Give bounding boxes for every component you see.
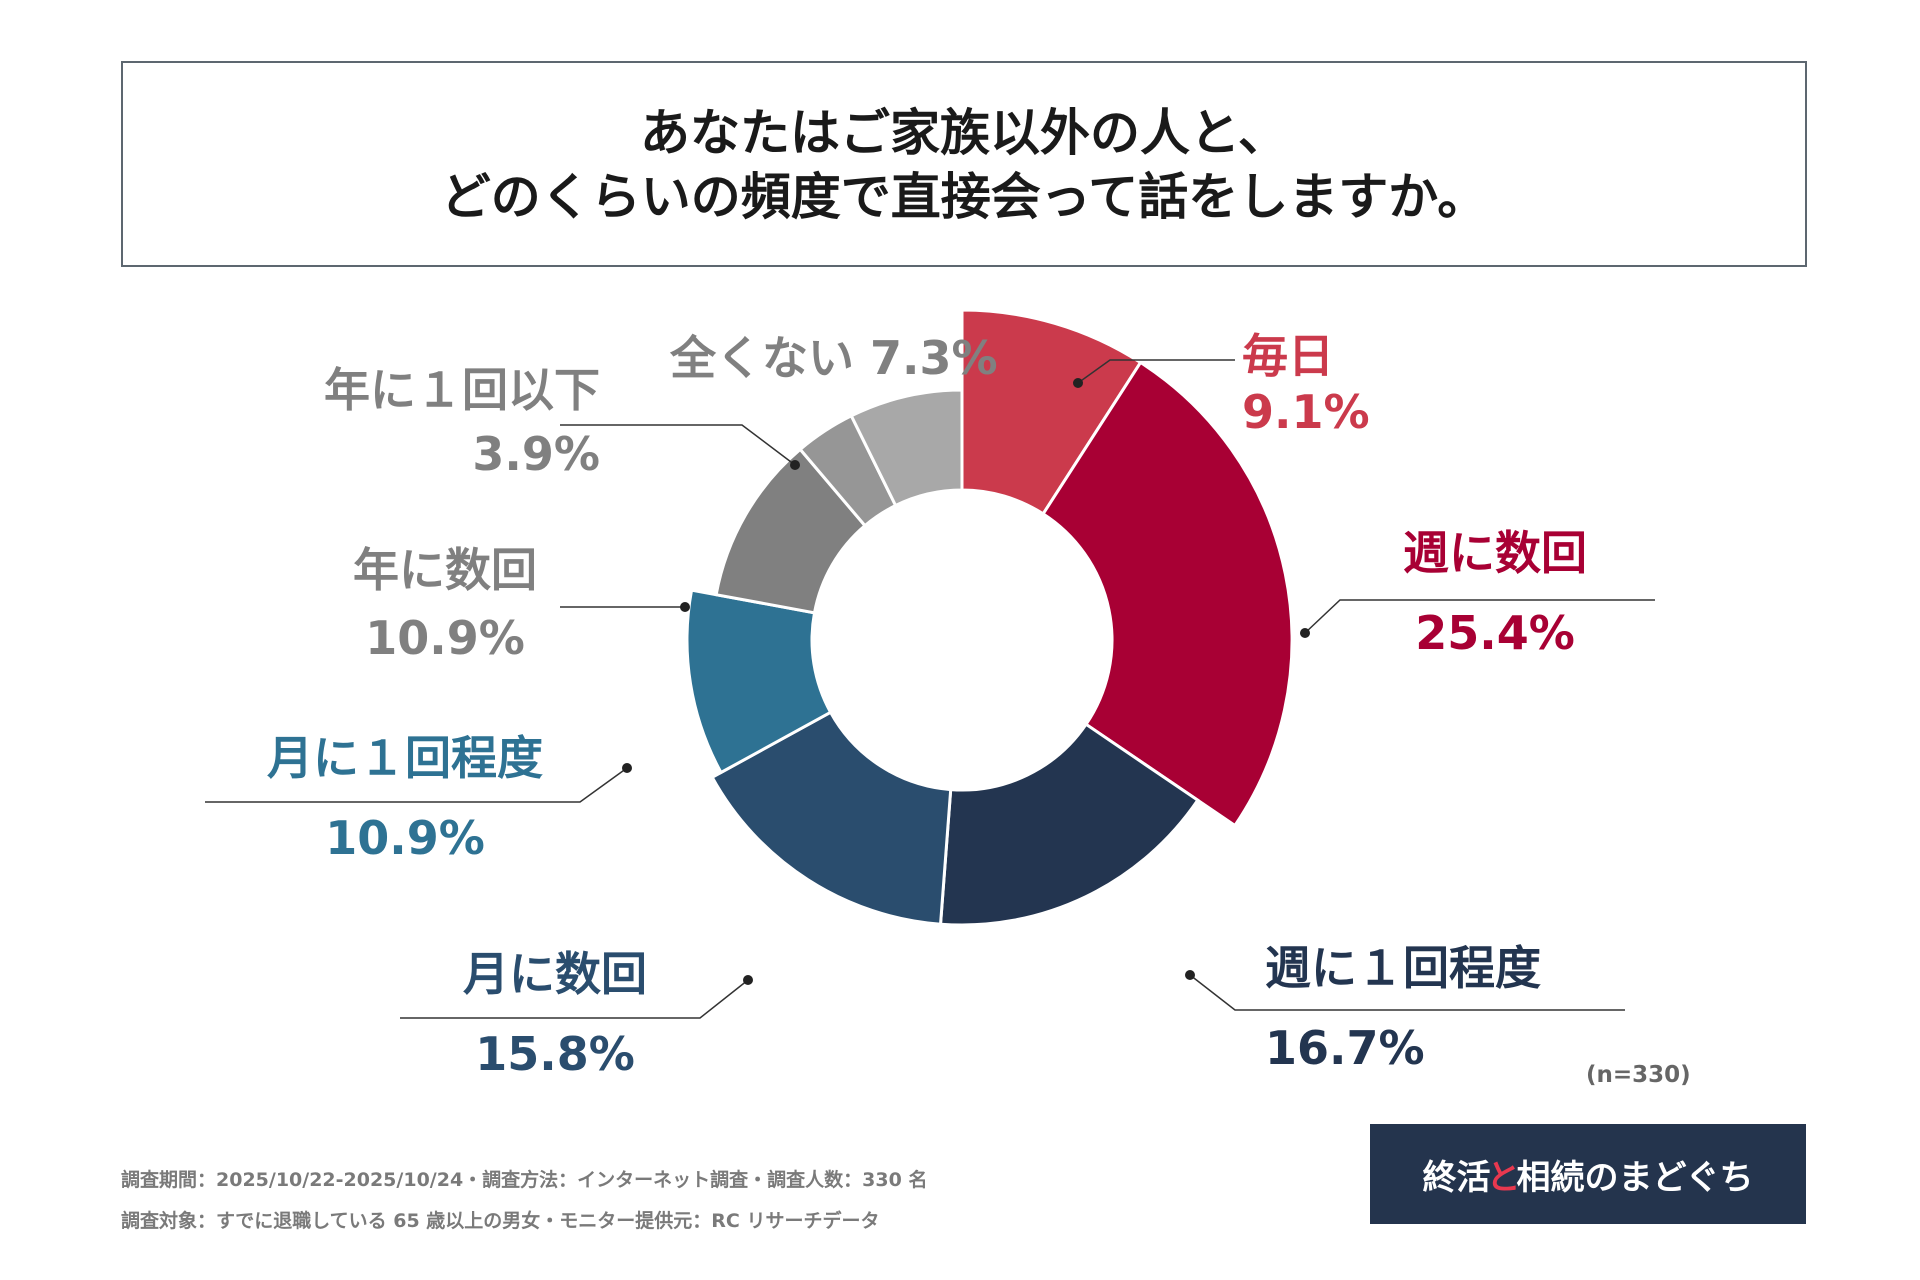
label-tsuki-suukai-name: 月に数回 (463, 947, 647, 1001)
logo-text-2: と (1486, 1157, 1521, 1198)
label-mainichi-value: 9.1% (1242, 385, 1370, 439)
leader-dot-2 (1300, 628, 1310, 638)
leader-dot-7 (790, 460, 800, 470)
leader-dot-1 (1073, 378, 1083, 388)
leader-dot-3 (1185, 970, 1195, 980)
leader-line-2 (1304, 599, 1655, 634)
leader-dot-4 (743, 975, 753, 985)
label-tsuki-ikkai-name: 月に１回程度 (267, 731, 543, 785)
logo-text-3: 相続のまどぐち (1516, 1157, 1754, 1198)
survey-footnote-1: 調査期間：2025/10/22-2025/10/24・調査方法：インターネット調… (121, 1169, 928, 1191)
leader-dot-5 (622, 763, 632, 773)
leader-line-1 (1077, 359, 1235, 384)
label-tsuki-ikkai-value: 10.9% (325, 811, 485, 865)
survey-footnote-2: 調査対象：すでに退職している 65 歳以上の男女・モニター提供元：RC リサーチ… (121, 1210, 880, 1232)
leader-line-4 (400, 979, 749, 1019)
donut-slice-3 (938, 722, 1200, 927)
chart-title-line-2: どのくらいの頻度で直接会って話をしますか。 (440, 168, 1488, 226)
label-mainichi-name: 毎日 (1242, 329, 1334, 383)
label-tsuki-ikkai: 月に１回程度 10.9% (225, 730, 585, 866)
label-mattaku-value: 7.3% (870, 331, 998, 385)
leader-dot-6 (680, 602, 690, 612)
donut-slice-5 (685, 588, 833, 775)
label-nen-ikkai-value: 3.9% (472, 427, 600, 481)
leader-line-3 (1189, 974, 1625, 1011)
label-tsuki-suukai: 月に数回 15.8% (440, 946, 670, 1082)
label-tsuki-suukai-value: 15.8% (475, 1027, 635, 1081)
brand-logo: 終活と相続のまどぐち (1370, 1124, 1806, 1224)
sample-size-note: (n=330) (1586, 1062, 1691, 1088)
leader-line-5 (205, 767, 628, 803)
donut-slice-8 (849, 388, 964, 508)
label-shuu-suukai-value: 25.4% (1415, 606, 1575, 660)
donut-slice-4 (710, 710, 953, 926)
label-nen-suukai-name: 年に数回 (353, 543, 537, 597)
title-box: あなたはご家族以外の人と、 どのくらいの頻度で直接会って話をしますか。 (121, 61, 1807, 267)
donut-slice-2 (1041, 360, 1294, 828)
label-mattaku: 全くない 7.3% (670, 330, 998, 386)
label-nen-suukai: 年に数回 10.9% (330, 542, 560, 666)
label-shuu-ikkai: 週に１回程度 16.7% (1265, 940, 1541, 1076)
label-mattaku-name: 全くない (670, 331, 854, 385)
logo-text-1: 終活 (1422, 1157, 1491, 1198)
label-shuu-suukai: 週に数回 25.4% (1385, 525, 1605, 661)
label-nen-ikkai: 年に１回以下 3.9% (260, 362, 600, 482)
label-shuu-ikkai-value: 16.7% (1265, 1021, 1425, 1075)
label-nen-ikkai-name: 年に１回以下 (324, 363, 600, 417)
chart-title-line-1: あなたはご家族以外の人と、 (640, 104, 1288, 162)
leader-line-7 (560, 424, 796, 466)
label-nen-suukai-value: 10.9% (365, 611, 525, 665)
label-mainichi: 毎日 9.1% (1242, 328, 1370, 440)
label-shuu-ikkai-name: 週に１回程度 (1265, 941, 1541, 995)
label-shuu-suukai-name: 週に数回 (1403, 526, 1587, 580)
